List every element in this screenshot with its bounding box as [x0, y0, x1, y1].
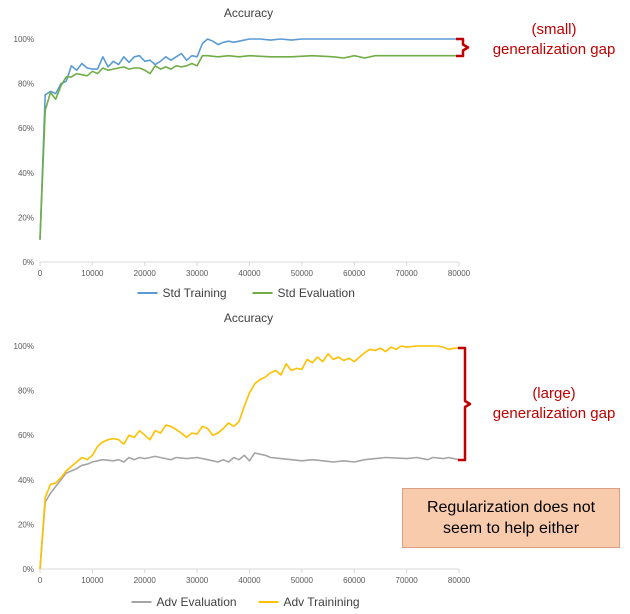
chart1-legend-label-1: Std Training — [163, 286, 227, 300]
callout-line2: seem to help either — [442, 520, 580, 537]
large-gap-line1: (large) — [532, 385, 576, 402]
chart2-y-tick-label: 100% — [14, 342, 34, 351]
chart2-y-tick-label: 40% — [18, 476, 34, 485]
chart1-x-tick-label: 30000 — [186, 269, 209, 278]
chart2-x-tick-label: 80000 — [448, 576, 471, 585]
small-gap-bracket — [456, 37, 470, 58]
chart2-x-tick-label: 70000 — [396, 576, 419, 585]
chart1-x-tick-label: 0 — [38, 269, 43, 278]
chart1-y-tick-label: 20% — [18, 213, 34, 222]
chart2-y-tick-label: 20% — [18, 520, 34, 529]
chart2-legend-label-2: Adv Trainining — [284, 595, 360, 609]
small-gap-line2: generalization gap — [492, 41, 616, 58]
chart1-series-1-line — [39, 38, 459, 240]
chart2-x-tick-label: 30000 — [186, 576, 209, 585]
chart1-title: Accuracy — [224, 6, 273, 20]
chart1-x-tick-label: 20000 — [134, 269, 157, 278]
chart1-x-tick-label: 40000 — [238, 269, 261, 278]
chart1-series-2-line — [39, 54, 459, 240]
chart2-x-tick-label: 0 — [38, 576, 43, 585]
large-gap-line2: generalization gap — [492, 405, 616, 422]
chart1-y-tick-label: 0% — [22, 258, 34, 267]
chart1-x-tick-label: 10000 — [81, 269, 104, 278]
regularization-callout: Regularization does not seem to help eit… — [402, 488, 620, 548]
chart1-x-tick-label: 60000 — [343, 269, 366, 278]
chart2-y-tick-label: 60% — [18, 431, 34, 440]
chart2-series-2-line — [39, 345, 459, 570]
chart1-y-tick-label: 40% — [18, 169, 34, 178]
chart2-series-1-line — [39, 452, 460, 570]
chart2-title: Accuracy — [224, 311, 273, 325]
chart2-y-tick-label: 0% — [22, 565, 34, 574]
chart1-y-tick-label: 80% — [18, 80, 34, 89]
chart1-y-tick-label: 60% — [18, 124, 34, 133]
chart1-x-tick-label: 50000 — [291, 269, 314, 278]
large-gap-annotation: (large) generalization gap — [478, 384, 630, 424]
chart2-legend-label-1: Adv Evaluation — [157, 595, 237, 609]
chart2-x-tick-label: 10000 — [81, 576, 104, 585]
chart1-x-tick-label: 70000 — [396, 269, 419, 278]
chart2-x-tick-label: 50000 — [291, 576, 314, 585]
callout-line1: Regularization does not — [426, 499, 596, 516]
chart2-x-tick-label: 40000 — [238, 576, 261, 585]
chart1-y-tick-label: 100% — [14, 35, 34, 44]
chart1-legend-label-2: Std Evaluation — [278, 286, 355, 300]
chart2-x-tick-label: 60000 — [343, 576, 366, 585]
large-gap-bracket — [458, 346, 472, 462]
small-gap-line1: (small) — [531, 21, 577, 38]
small-gap-annotation: (small) generalization gap — [478, 20, 630, 60]
chart2-y-tick-label: 80% — [18, 387, 34, 396]
chart2-x-tick-label: 20000 — [134, 576, 157, 585]
chart1-x-tick-label: 80000 — [448, 269, 471, 278]
